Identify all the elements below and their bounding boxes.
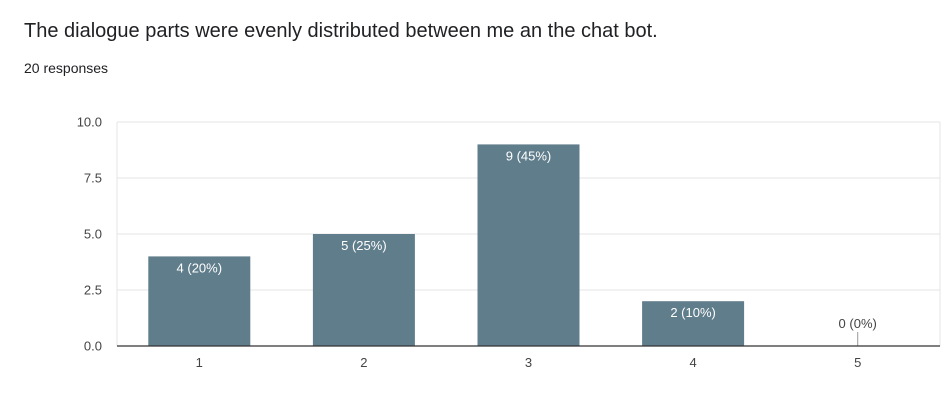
x-axis-ticks: 1 2 3 4 5	[196, 355, 862, 370]
y-tick-label: 0.0	[84, 339, 102, 354]
x-tick-label: 3	[525, 355, 532, 370]
bar[interactable]	[477, 144, 580, 346]
y-axis-ticks: 0.0 2.5 5.0 7.5 10.0	[77, 115, 102, 354]
bar[interactable]	[148, 256, 251, 346]
response-count: 20 responses	[24, 60, 109, 76]
bar[interactable]	[312, 234, 415, 346]
x-tick-label: 2	[360, 355, 367, 370]
bar[interactable]	[642, 301, 745, 346]
data-label: 0 (0%)	[839, 316, 877, 331]
x-tick-label: 4	[689, 355, 696, 370]
y-tick-label: 2.5	[84, 283, 102, 298]
question-title: The dialogue parts were evenly distribut…	[24, 20, 658, 42]
data-labels: 4 (20%) 5 (25%) 9 (45%) 2 (10%) 0 (0%)	[177, 148, 877, 331]
y-tick-label: 10.0	[77, 115, 102, 130]
data-label: 2 (10%)	[670, 305, 716, 320]
data-label: 9 (45%)	[506, 148, 552, 163]
data-label: 5 (25%)	[341, 238, 387, 253]
y-tick-label: 7.5	[84, 171, 102, 186]
y-tick-label: 5.0	[84, 227, 102, 242]
bars	[148, 144, 859, 346]
data-label: 4 (20%)	[177, 260, 223, 275]
x-tick-label: 5	[854, 355, 861, 370]
x-tick-label: 1	[196, 355, 203, 370]
